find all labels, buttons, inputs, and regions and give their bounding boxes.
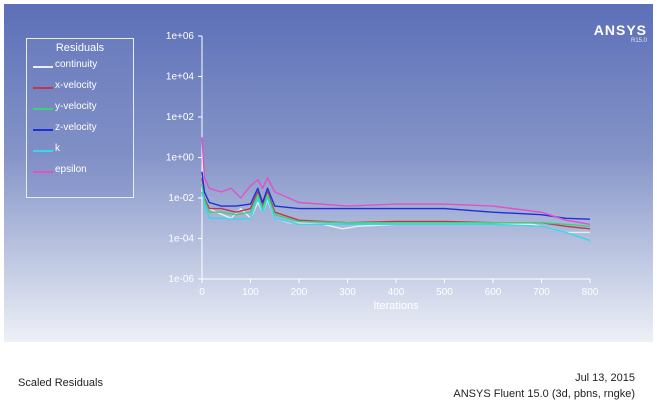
legend-title: Residuals <box>55 42 105 54</box>
y-tick-label: 1e-04 <box>168 234 194 245</box>
legend-label: z-velocity <box>55 122 97 133</box>
y-tick-label: 1e+06 <box>166 31 195 42</box>
brand-version: R15.0 <box>630 38 647 44</box>
legend-label: y-velocity <box>55 101 97 112</box>
ansys-logo: ANSYS R15.0 <box>594 22 647 44</box>
legend-item-y-velocity: y-velocity <box>33 101 131 117</box>
series-line-k <box>201 191 591 242</box>
y-tick-label: 1e+00 <box>166 153 195 164</box>
series-line-y-velocity <box>201 183 591 227</box>
x-tick-label: 600 <box>485 287 502 298</box>
plot-name: Scaled Residuals <box>18 377 103 389</box>
legend-swatch <box>33 129 53 131</box>
legend-item-z-velocity: z-velocity <box>33 122 131 138</box>
legend-swatch <box>33 108 53 110</box>
legend-swatch <box>33 87 53 89</box>
legend-label: epsilon <box>55 164 87 175</box>
x-axis-label: Iterations <box>373 300 419 312</box>
series-line-z-velocity <box>201 171 591 220</box>
x-tick-label: 500 <box>436 287 453 298</box>
x-tick-label: 300 <box>339 287 356 298</box>
legend: Residuals continuity x-velocity y-velocity… <box>26 38 134 198</box>
legend-item-continuity: continuity <box>33 59 131 75</box>
y-tick-label: 1e+04 <box>166 72 195 83</box>
legend-item-epsilon: epsilon <box>33 164 131 180</box>
legend-swatch <box>33 171 53 173</box>
x-tick-label: 800 <box>582 287 599 298</box>
y-tick-label: 1e-06 <box>168 274 194 285</box>
plot-panel <box>4 4 653 342</box>
residuals-chart: 1e-06 1e-04 1e-02 1e+00 1e+02 1e+04 1e+06 0 100 2… <box>166 31 599 312</box>
legend-item-k: k <box>33 143 131 159</box>
legend-swatch <box>33 150 53 152</box>
legend-item-x-velocity: x-velocity <box>33 80 131 96</box>
legend-swatch <box>33 66 53 68</box>
y-tick-label: 1e-02 <box>168 193 194 204</box>
legend-label: continuity <box>55 59 98 70</box>
x-tick-label: 400 <box>388 287 405 298</box>
series-line-epsilon <box>201 137 591 225</box>
x-tick-label: 700 <box>533 287 550 298</box>
brand-name: ANSYS <box>593 22 647 38</box>
x-tick-label: 100 <box>242 287 259 298</box>
x-tick-label: 200 <box>291 287 308 298</box>
x-tick-label: 0 <box>199 287 205 298</box>
solver-info: ANSYS Fluent 15.0 (3d, pbns, rngke) <box>453 388 635 400</box>
legend-label: k <box>55 143 60 154</box>
y-tick-label: 1e+02 <box>166 112 195 123</box>
plot-date: Jul 13, 2015 <box>575 372 635 384</box>
legend-label: x-velocity <box>55 80 97 91</box>
